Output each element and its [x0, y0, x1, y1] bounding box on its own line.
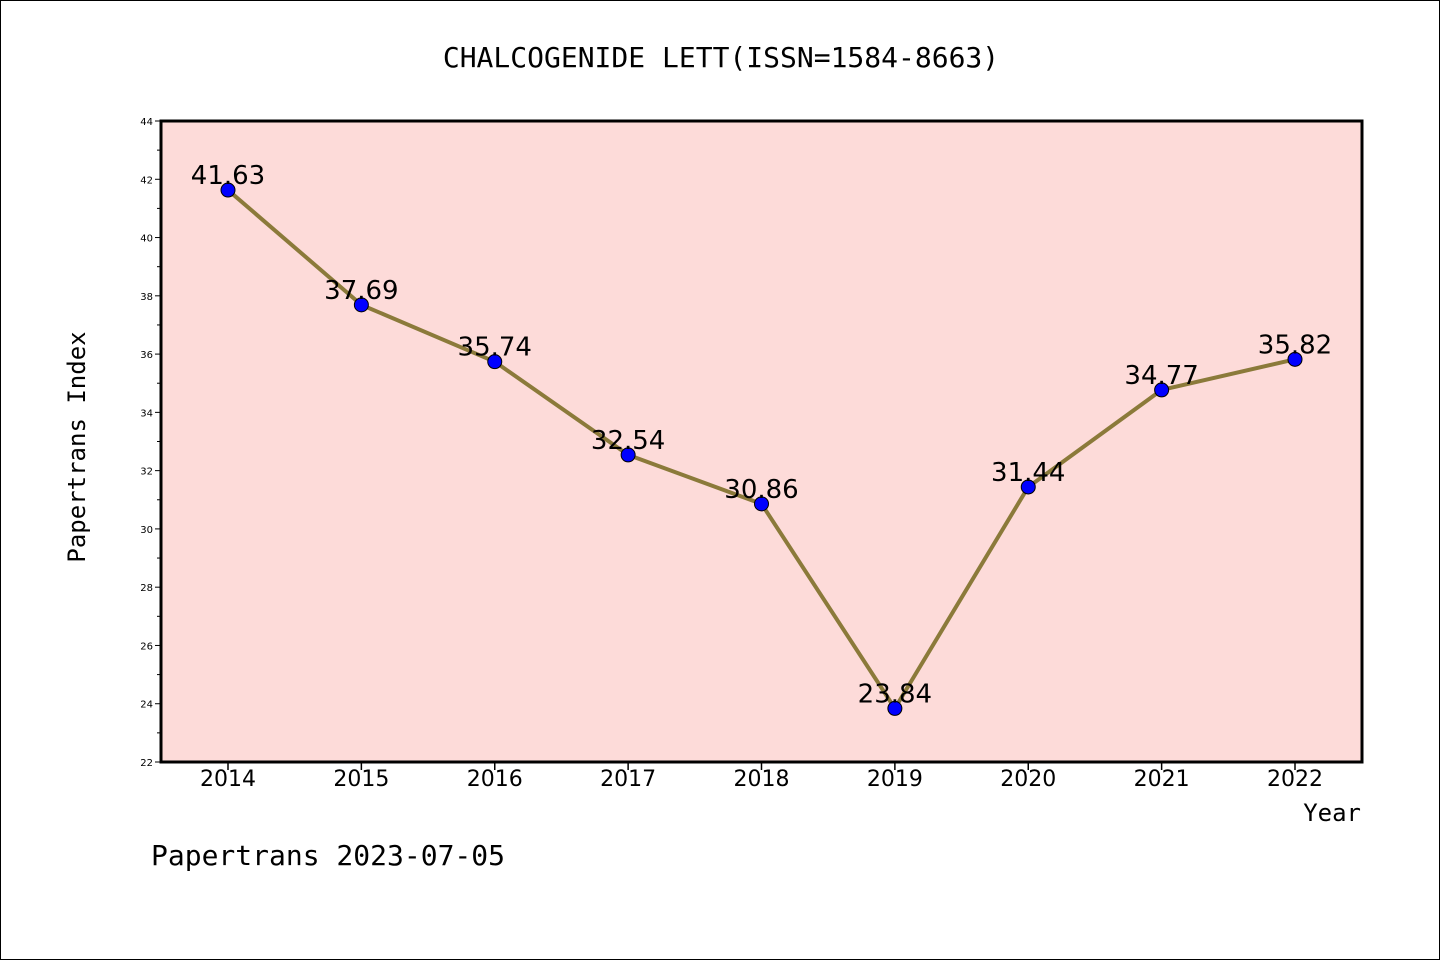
data-value-label: 31.44	[991, 458, 1065, 488]
data-value-label: 23.84	[858, 679, 932, 709]
data-value-label: 41.63	[191, 161, 265, 191]
x-axis-ticks: 2014 2015 2016 2017 2018 2019 2020 2021 2022	[200, 762, 1323, 792]
y-axis-ticks: 22 24 26 28 30 32 34 36 38 40 42 44	[140, 117, 161, 769]
x-axis-title: Year	[1303, 799, 1361, 827]
y-tick-label: 34	[140, 408, 153, 419]
y-tick-label: 28	[140, 583, 153, 594]
plot-area	[161, 121, 1362, 762]
data-point	[220, 182, 236, 198]
data-value-label: 37.69	[324, 276, 398, 306]
x-tick-label: 2020	[1000, 767, 1056, 792]
x-tick-label: 2022	[1267, 767, 1323, 792]
y-tick-label: 42	[140, 175, 153, 186]
chart-title: CHALCOGENIDE LETT(ISSN=1584-8663)	[443, 41, 999, 74]
y-tick-label: 38	[140, 292, 153, 303]
data-point	[1020, 479, 1036, 495]
data-value-label: 35.74	[458, 333, 532, 363]
data-point	[887, 700, 903, 716]
data-point	[353, 297, 369, 313]
y-axis-title: Papertrans Index	[63, 331, 91, 562]
y-tick-label: 36	[140, 350, 153, 361]
y-tick-label: 24	[140, 700, 153, 711]
x-tick-label: 2018	[734, 767, 790, 792]
x-tick-label: 2017	[600, 767, 656, 792]
plot-border	[159, 119, 1364, 764]
series-layer	[220, 182, 1303, 716]
x-tick-label: 2016	[467, 767, 523, 792]
x-tick-label: 2021	[1134, 767, 1190, 792]
x-tick-label: 2014	[200, 767, 256, 792]
y-tick-label: 32	[140, 467, 153, 478]
data-point	[620, 447, 636, 463]
x-tick-label: 2019	[867, 767, 923, 792]
data-point	[487, 354, 503, 370]
data-value-label: 35.82	[1258, 330, 1332, 360]
data-point	[1154, 382, 1170, 398]
data-value-label: 32.54	[591, 426, 665, 456]
x-tick-label: 2015	[333, 767, 389, 792]
data-point	[1287, 351, 1303, 367]
footer-date-label: Papertrans 2023-07-05	[151, 839, 505, 872]
y-tick-label: 26	[140, 641, 153, 652]
y-tick-label: 30	[140, 525, 153, 536]
data-point	[754, 496, 769, 512]
y-tick-label: 22	[140, 758, 153, 769]
y-tick-label: 40	[140, 234, 153, 245]
data-value-label: 30.86	[724, 475, 798, 505]
y-tick-label: 44	[140, 117, 153, 128]
data-value-label: 34.77	[1124, 361, 1198, 391]
data-labels-layer: 41.63 37.69 35.74 32.54 30.86 23.84 31.44 34.77…	[191, 161, 1332, 709]
